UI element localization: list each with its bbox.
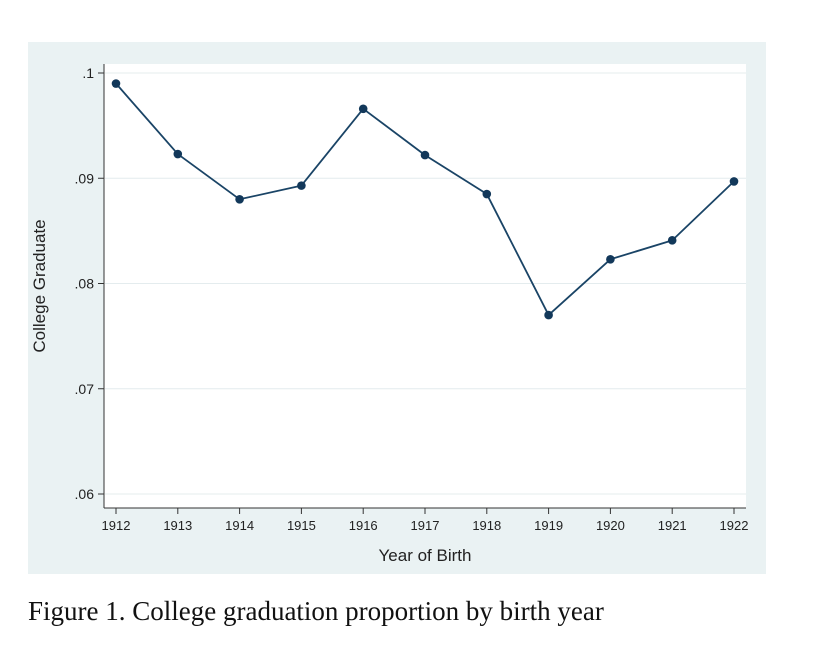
x-tick-label: 1916 bbox=[349, 518, 378, 533]
series-group bbox=[111, 79, 739, 320]
data-point bbox=[667, 236, 677, 245]
data-point bbox=[482, 189, 492, 199]
y-tick-label: .08 bbox=[75, 276, 95, 292]
x-tick-label: 1921 bbox=[658, 518, 687, 533]
x-tick-label: 1913 bbox=[163, 518, 192, 533]
y-tick-label: .09 bbox=[75, 170, 95, 186]
y-axis-title: College Graduate bbox=[30, 219, 49, 352]
y-axis-ticks: .06 .07 .08 .09 .1 bbox=[75, 65, 104, 502]
data-point bbox=[358, 104, 368, 114]
figure-caption: Figure 1. College graduation proportion … bbox=[28, 596, 604, 626]
line-chart: .06.07.08.09.1 1912 1913 1914 1915 1916 1917 1… bbox=[30, 64, 749, 565]
x-tick-label: 1917 bbox=[411, 518, 440, 533]
data-point bbox=[544, 310, 553, 320]
data-point bbox=[606, 254, 615, 264]
x-tick-label: 1920 bbox=[596, 518, 625, 533]
y-tick-label: .1 bbox=[82, 65, 94, 81]
x-tick-label: 1914 bbox=[225, 518, 254, 533]
x-tick-label: 1919 bbox=[534, 518, 563, 533]
data-point bbox=[173, 149, 183, 159]
y-tick-label: .07 bbox=[75, 381, 95, 397]
x-axis-title: Year of Birth bbox=[379, 546, 472, 565]
data-point bbox=[235, 195, 244, 204]
y-tick-label: .06 bbox=[75, 486, 95, 502]
data-point bbox=[297, 181, 306, 190]
x-tick-label: 1912 bbox=[102, 518, 131, 533]
data-point bbox=[729, 177, 739, 186]
plot-area bbox=[104, 64, 746, 508]
data-point bbox=[420, 150, 430, 160]
data-point bbox=[111, 79, 121, 88]
x-tick-label: 1918 bbox=[472, 518, 501, 533]
x-axis-ticks: 1912 1913 1914 1915 1916 1917 1918 1919 1920 1921… bbox=[102, 508, 749, 533]
x-tick-label: 1915 bbox=[287, 518, 316, 533]
x-tick-label: 1922 bbox=[720, 518, 749, 533]
